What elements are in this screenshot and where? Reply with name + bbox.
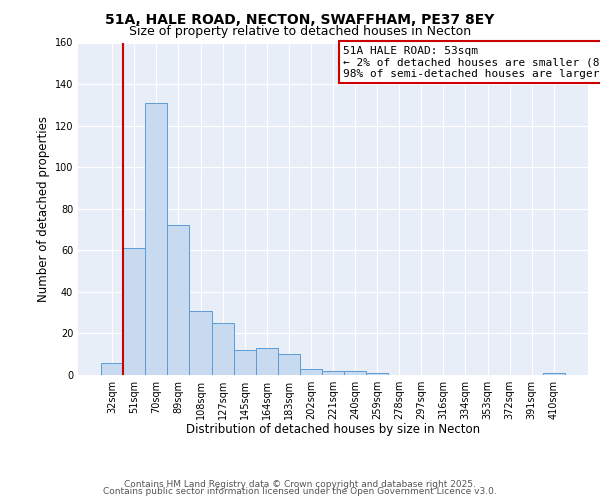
- Text: 51A, HALE ROAD, NECTON, SWAFFHAM, PE37 8EY: 51A, HALE ROAD, NECTON, SWAFFHAM, PE37 8…: [106, 12, 494, 26]
- Bar: [123, 248, 145, 375]
- Text: Size of property relative to detached houses in Necton: Size of property relative to detached ho…: [129, 25, 471, 38]
- Bar: [167, 226, 190, 375]
- Bar: [233, 350, 256, 375]
- Text: 51A HALE ROAD: 53sqm
← 2% of detached houses are smaller (8)
98% of semi-detache: 51A HALE ROAD: 53sqm ← 2% of detached ho…: [343, 46, 600, 79]
- X-axis label: Distribution of detached houses by size in Necton: Distribution of detached houses by size …: [186, 424, 480, 436]
- Bar: [344, 371, 366, 375]
- Y-axis label: Number of detached properties: Number of detached properties: [37, 116, 50, 302]
- Bar: [278, 354, 300, 375]
- Text: Contains HM Land Registry data © Crown copyright and database right 2025.: Contains HM Land Registry data © Crown c…: [124, 480, 476, 489]
- Bar: [145, 103, 167, 375]
- Bar: [300, 369, 322, 375]
- Bar: [101, 362, 123, 375]
- Bar: [256, 348, 278, 375]
- Bar: [366, 373, 388, 375]
- Text: Contains public sector information licensed under the Open Government Licence v3: Contains public sector information licen…: [103, 487, 497, 496]
- Bar: [190, 310, 212, 375]
- Bar: [212, 323, 233, 375]
- Bar: [322, 371, 344, 375]
- Bar: [543, 373, 565, 375]
